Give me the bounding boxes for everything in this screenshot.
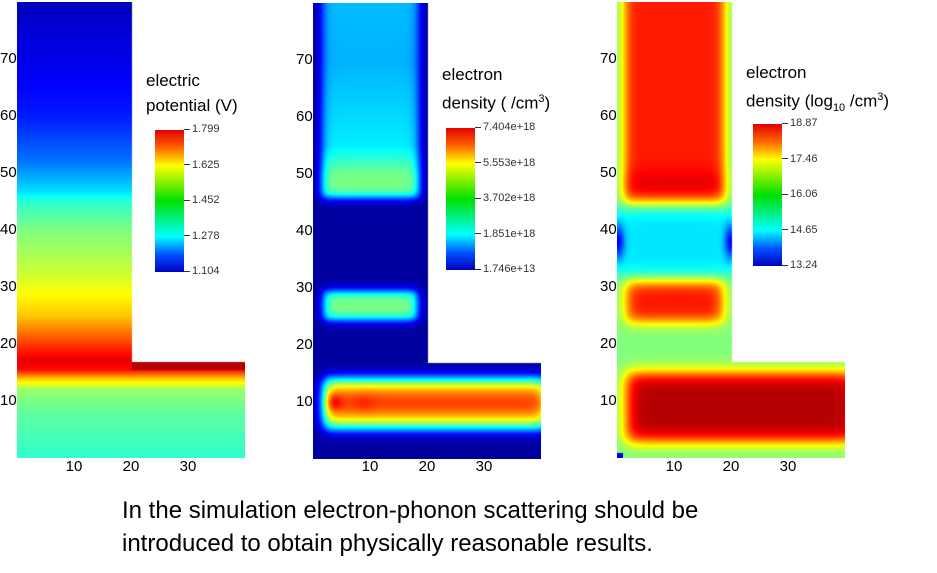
colorbar-tick-text: 7.404e+18: [483, 121, 536, 133]
caption-line-2: introduced to obtain physically reasonab…: [122, 530, 653, 557]
colorbar-tick-label: 3.702e+18: [475, 192, 535, 204]
colorbar-tick-text: 1.104: [192, 265, 220, 277]
colorbar-title-line2: potential (V): [146, 93, 238, 118]
colorbar-tick-label: 18.87: [782, 117, 818, 129]
colorbar-tick-text: 3.702e+18: [483, 192, 536, 204]
colorbar-title-sub: 10: [832, 102, 846, 115]
colorbar-title-line1: electric: [146, 71, 200, 90]
colorbar-tick-label: 1.851e+18: [475, 228, 535, 240]
colorbar-tick-label: 13.24: [782, 259, 818, 271]
x-tick-label: 30: [179, 458, 197, 475]
x-tick-label: 20: [722, 458, 740, 475]
y-tick-label: 40: [296, 222, 313, 239]
colorbar-title-line2: density (log: [746, 91, 833, 111]
colorbar-title-sup: 3: [877, 91, 884, 103]
y-tick-label: 60: [296, 108, 313, 125]
y-tick-label: 30: [600, 278, 617, 295]
y-tick-label: 70: [600, 50, 617, 67]
x-tick-label: 10: [665, 458, 683, 475]
x-tick-label: 30: [475, 458, 493, 475]
colorbar-title-line2: density ( /cm3): [442, 87, 550, 116]
y-tick-label: 10: [0, 392, 17, 409]
y-tick-label: 50: [0, 164, 17, 181]
caption-line-1: In the simulation electron-phonon scatte…: [122, 497, 699, 524]
colorbar-title: electron density (log10 /cm3): [746, 60, 889, 121]
y-tick-label: 60: [600, 107, 617, 124]
y-tick-label: 50: [600, 164, 617, 181]
colorbar-tick-label: 5.553e+18: [475, 157, 535, 169]
x-tick-label: 10: [361, 458, 379, 475]
y-tick-label: 40: [600, 221, 617, 238]
colorbar-tick-text: 18.87: [790, 117, 818, 129]
colorbar-tick-text: 5.553e+18: [483, 156, 536, 169]
colorbar-tick-label: 7.404e+18: [475, 121, 535, 133]
y-tick-label: 60: [0, 107, 17, 124]
colorbar: [753, 124, 782, 266]
y-tick-label: 30: [296, 279, 313, 296]
x-tick-label: 20: [418, 458, 436, 475]
colorbar-tick-text: 16.06: [790, 188, 818, 200]
colorbar-title-line1: electron: [442, 65, 503, 84]
colorbar-tick-text: 13.24: [790, 259, 818, 271]
colorbar: [446, 128, 475, 270]
colorbar-title-end: ): [883, 91, 890, 111]
y-tick-label: 10: [600, 392, 617, 409]
colorbar: [155, 130, 184, 272]
colorbar-tick-label: 1.452: [184, 194, 220, 206]
x-tick-label: 30: [779, 458, 797, 475]
colorbar-tick-text: 17.46: [790, 152, 818, 165]
heatmap-panel-3: 70 60 50 40 30 20 10 10 20 30 electron density (log…: [0, 0, 937, 480]
colorbar-title-line2: density (log10 /cm3): [746, 85, 889, 121]
colorbar-tick-label: 1.104: [184, 265, 220, 277]
colorbar-title-line2: potential (V): [146, 96, 238, 115]
caption: In the simulation electron-phonon scatte…: [122, 494, 698, 560]
y-tick-label: 70: [0, 50, 17, 67]
colorbar-title-end: ): [544, 93, 551, 113]
y-tick-label: 20: [600, 335, 617, 352]
heatmap-panel-2: 70 60 50 40 30 20 10 10 20 30 electron density ( /c…: [0, 0, 937, 480]
y-tick-label: 30: [0, 278, 17, 295]
colorbar-tick-label: 16.06: [782, 188, 818, 200]
colorbar-tick-text: 1.851e+18: [483, 227, 536, 240]
colorbar-tick-text: 1.799: [192, 123, 220, 135]
colorbar-title: electron density ( /cm3): [442, 62, 550, 116]
colorbar-tick-label: 1.746e+13: [475, 263, 535, 275]
colorbar-tick-text: 1.625: [192, 158, 220, 171]
colorbar-title-mid: /cm: [845, 91, 878, 111]
y-tick-label: 50: [296, 165, 313, 182]
y-tick-label: 10: [296, 393, 313, 410]
colorbar-title-sup: 3: [538, 93, 545, 105]
colorbar-tick-label: 1.799: [184, 123, 220, 135]
colorbar-tick-text: 14.65: [790, 223, 818, 236]
colorbar-tick-text: 1.452: [192, 194, 220, 206]
y-tick-label: 40: [0, 221, 17, 238]
y-tick-label: 20: [0, 335, 17, 352]
colorbar-tick-label: 17.46: [782, 153, 818, 165]
y-tick-label: 70: [296, 51, 313, 68]
y-tick-label: 20: [296, 336, 313, 353]
colorbar-tick-label: 1.625: [184, 159, 220, 171]
colorbar-title-line2: density ( /cm: [442, 93, 539, 113]
colorbar-tick-text: 1.746e+13: [483, 263, 536, 275]
heatmap-panel-1: 70 60 50 40 30 20 10 10 20 30 electric potential (V…: [0, 0, 937, 480]
colorbar-tick-label: 1.278: [184, 230, 220, 242]
colorbar-title: electric potential (V): [146, 68, 238, 118]
x-tick-label: 20: [122, 458, 140, 475]
x-tick-label: 10: [65, 458, 83, 475]
colorbar-tick-text: 1.278: [192, 229, 220, 242]
colorbar-tick-label: 14.65: [782, 224, 818, 236]
colorbar-title-line1: electron: [746, 63, 807, 82]
